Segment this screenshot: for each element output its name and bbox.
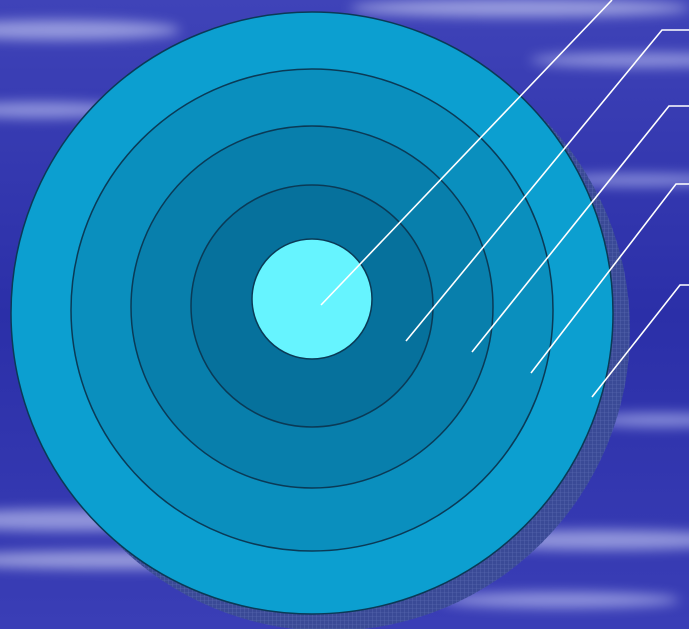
leader-lines [320,0,689,398]
leader-line-1 [320,0,613,306]
rings [10,11,614,615]
leader-line-5 [591,284,689,398]
leader-line-3 [471,105,689,353]
leader-line-2 [405,29,689,342]
leader-line-4 [530,183,689,374]
center-core [251,238,373,360]
